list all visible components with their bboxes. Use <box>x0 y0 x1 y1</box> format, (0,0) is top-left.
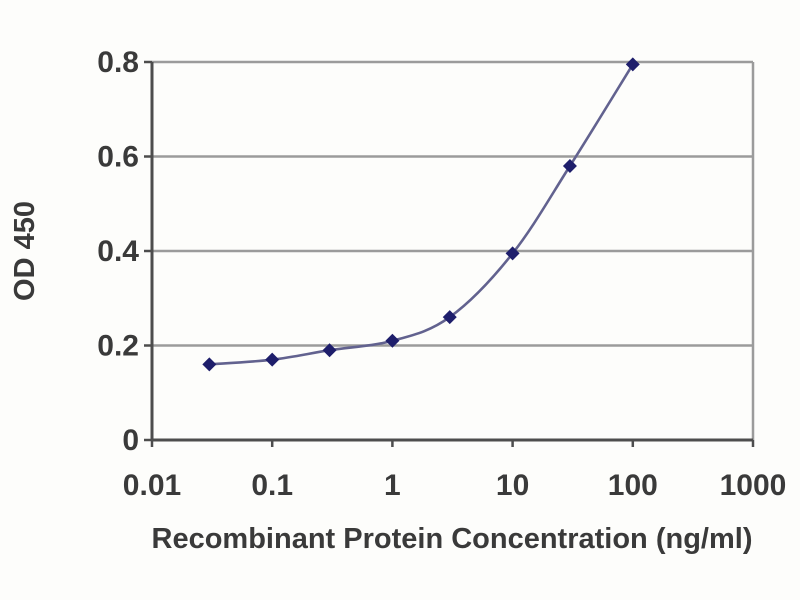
series-line <box>209 63 634 366</box>
x-tick-label: 0.01 <box>123 469 181 502</box>
y-gridlines <box>152 60 755 440</box>
data-point-marker <box>385 333 400 348</box>
y-tick-label: 0.2 <box>97 330 139 363</box>
y-tick-label: 0.4 <box>97 235 139 268</box>
x-tick-label: 1000 <box>720 469 787 502</box>
data-point-marker <box>442 310 457 325</box>
data-point-marker <box>202 357 217 372</box>
data-curve <box>209 63 634 366</box>
x-tick-label: 0.1 <box>251 469 293 502</box>
data-point-marker <box>505 246 520 261</box>
x-tick-label: 1 <box>384 469 401 502</box>
x-tick-label: 10 <box>496 469 529 502</box>
y-tick-label: 0 <box>122 424 139 457</box>
data-point-marker <box>265 352 280 367</box>
x-tick-label: 100 <box>608 469 658 502</box>
y-tick-label: 0.6 <box>97 141 139 174</box>
x-tick-labels: 0.01 0.1 1 10 100 1000 <box>123 469 787 502</box>
data-points <box>202 57 640 372</box>
tick-marks <box>144 60 755 447</box>
data-point-marker <box>322 343 337 358</box>
y-axis-title: OD 450 <box>9 201 41 301</box>
y-tick-labels: 0 0.2 0.4 0.6 0.8 <box>97 46 139 457</box>
data-point-marker <box>625 57 640 72</box>
y-tick-label: 0.8 <box>97 46 139 79</box>
x-axis-title: Recombinant Protein Concentration (ng/ml… <box>152 523 753 555</box>
data-point-marker <box>562 158 577 173</box>
